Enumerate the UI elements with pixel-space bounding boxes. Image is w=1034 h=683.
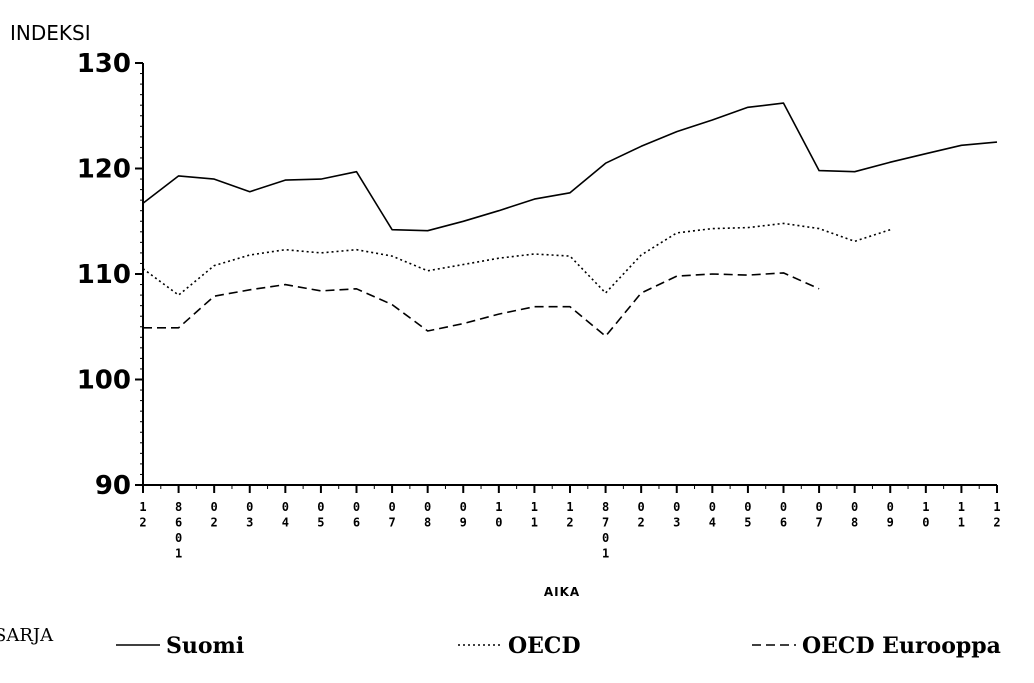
x-axis-label: AIKA [544, 585, 580, 599]
y-tick-label: 110 [77, 260, 131, 290]
legend-label: Suomi [166, 633, 244, 659]
y-axis: 90 100 110 120 130 [77, 49, 144, 501]
y-tick-label: 120 [77, 155, 131, 185]
y-tick-label: 100 [77, 366, 131, 396]
y-axis-label: INDEKSI [10, 21, 91, 45]
series-line-oecd [142, 222, 891, 296]
legend-label: OECD [508, 633, 581, 659]
y-tick-label: 90 [95, 471, 131, 501]
legend-title: SARJA [0, 625, 54, 646]
legend: SARJA Suomi OECD OECD Eurooppa [0, 625, 1001, 659]
series-line-suomi [142, 102, 998, 232]
series-line-oecd-eurooppa [143, 272, 820, 337]
series-layer [142, 102, 998, 337]
x-axis: 1 2 8 6 0 1 0 2 0 3 0 4 0 5 0 6 0 7 0 8 0 9 1 0 1 1 1 2 8 7 0 1 0 2 0 3 0 4 0 5… [139, 484, 1001, 561]
legend-label: OECD Eurooppa [802, 633, 1001, 659]
y-tick-label: 130 [77, 49, 131, 79]
